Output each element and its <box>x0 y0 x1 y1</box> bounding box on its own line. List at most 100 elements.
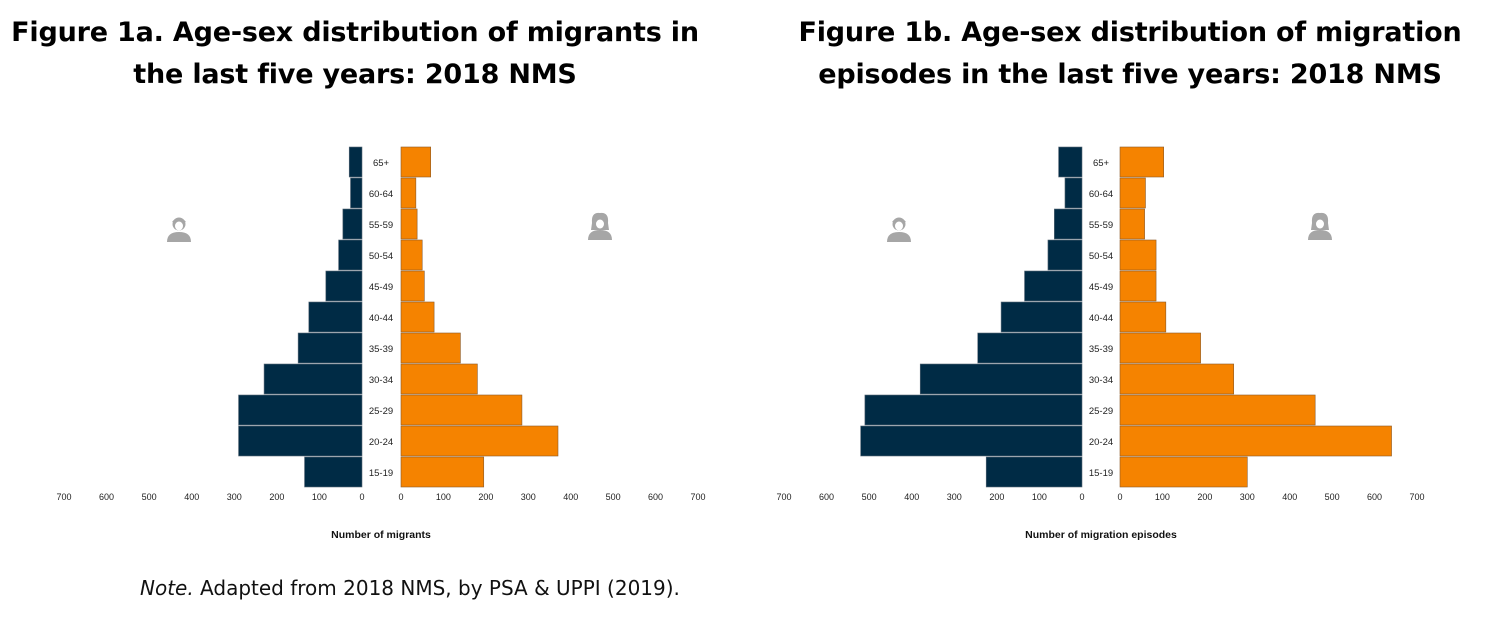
female-bar-30-34 <box>400 363 478 395</box>
female-bar-20-24 <box>400 425 559 457</box>
left-tick-700: 700 <box>776 492 791 502</box>
female-bar-35-39 <box>1119 332 1201 364</box>
age-label-20-24: 20-24 <box>1089 437 1113 448</box>
male-bar-15-19 <box>985 456 1083 488</box>
figure-1b-title: Figure 1b. Age-sex distribution of migra… <box>780 12 1480 96</box>
male-bar-60-64 <box>1064 177 1083 209</box>
age-label-50-54: 50-54 <box>1089 251 1113 262</box>
age-label-50-54: 50-54 <box>369 251 393 262</box>
right-tick-100: 100 <box>1155 492 1170 502</box>
figure-1a-title-line2: the last five years: 2018 NMS <box>133 59 577 90</box>
right-tick-500: 500 <box>606 492 621 502</box>
right-tick-700: 700 <box>1409 492 1424 502</box>
male-bar-65+ <box>1058 146 1083 178</box>
left-tick-0: 0 <box>359 492 364 502</box>
age-label-40-44: 40-44 <box>369 313 393 324</box>
female-bar-45-49 <box>1119 270 1157 302</box>
left-tick-300: 300 <box>227 492 242 502</box>
female-bar-40-44 <box>400 301 435 333</box>
male-bar-45-49 <box>325 270 363 302</box>
male-bar-55-59 <box>342 208 363 240</box>
figure-1b-title-line1: Figure 1b. Age-sex distribution of migra… <box>798 17 1462 48</box>
male-person-icon <box>887 217 911 242</box>
left-tick-700: 700 <box>56 492 71 502</box>
right-tick-400: 400 <box>563 492 578 502</box>
age-label-20-24: 20-24 <box>369 437 393 448</box>
male-bar-30-34 <box>919 363 1083 395</box>
left-tick-200: 200 <box>989 492 1004 502</box>
figure-1b-title-line2: episodes in the last five years: 2018 NM… <box>818 59 1442 90</box>
right-tick-500: 500 <box>1325 492 1340 502</box>
female-bar-40-44 <box>1119 301 1167 333</box>
age-label-30-34: 30-34 <box>369 375 393 386</box>
male-bar-55-59 <box>1054 208 1083 240</box>
male-bar-50-54 <box>338 239 363 271</box>
male-bar-35-39 <box>297 332 363 364</box>
male-bar-30-34 <box>263 363 363 395</box>
right-tick-700: 700 <box>690 492 705 502</box>
female-bar-50-54 <box>400 239 423 271</box>
left-tick-600: 600 <box>819 492 834 502</box>
male-bar-35-39 <box>977 332 1083 364</box>
male-bar-40-44 <box>308 301 363 333</box>
right-tick-400: 400 <box>1282 492 1297 502</box>
male-bar-25-29 <box>864 394 1083 426</box>
female-bar-60-64 <box>400 177 417 209</box>
female-person-icon <box>1308 212 1332 240</box>
left-tick-200: 200 <box>269 492 284 502</box>
female-bar-35-39 <box>400 332 461 364</box>
age-label-15-19: 15-19 <box>1089 468 1113 479</box>
left-tick-100: 100 <box>1032 492 1047 502</box>
age-label-60-64: 60-64 <box>1089 189 1113 200</box>
male-bar-20-24 <box>238 425 363 457</box>
age-label-25-29: 25-29 <box>369 406 393 417</box>
right-tick-0: 0 <box>398 492 403 502</box>
age-label-30-34: 30-34 <box>1089 375 1113 386</box>
age-label-45-49: 45-49 <box>369 282 393 293</box>
female-bar-55-59 <box>400 208 418 240</box>
left-tick-300: 300 <box>947 492 962 502</box>
female-bar-25-29 <box>400 394 523 426</box>
right-tick-600: 600 <box>1367 492 1382 502</box>
note-label: Note. <box>140 576 194 600</box>
figure-1a-title: Figure 1a. Age-sex distribution of migra… <box>0 12 710 96</box>
age-label-25-29: 25-29 <box>1089 406 1113 417</box>
male-person-icon <box>167 217 191 242</box>
age-label-15-19: 15-19 <box>369 468 393 479</box>
male-bar-25-29 <box>238 394 363 426</box>
male-bar-15-19 <box>304 456 363 488</box>
figure-note: Note. Adapted from 2018 NMS, by PSA & UP… <box>140 576 680 600</box>
female-bar-45-49 <box>400 270 425 302</box>
female-bar-65+ <box>400 146 432 178</box>
age-label-55-59: 55-59 <box>369 220 393 231</box>
age-label-55-59: 55-59 <box>1089 220 1113 231</box>
left-tick-500: 500 <box>142 492 157 502</box>
age-label-60-64: 60-64 <box>369 189 393 200</box>
female-bar-55-59 <box>1119 208 1145 240</box>
female-bar-65+ <box>1119 146 1165 178</box>
left-tick-400: 400 <box>904 492 919 502</box>
female-bar-20-24 <box>1119 425 1392 457</box>
female-bar-15-19 <box>400 456 485 488</box>
note-text: Adapted from 2018 NMS, by PSA & UPPI (20… <box>193 576 680 600</box>
age-label-65+: 65+ <box>373 158 390 169</box>
female-bar-60-64 <box>1119 177 1146 209</box>
female-person-icon <box>588 212 612 240</box>
figure-1a-title-line1: Figure 1a. Age-sex distribution of migra… <box>11 17 699 48</box>
left-tick-400: 400 <box>184 492 199 502</box>
age-label-40-44: 40-44 <box>1089 313 1113 324</box>
age-label-35-39: 35-39 <box>369 344 393 355</box>
male-bar-40-44 <box>1000 301 1083 333</box>
female-bar-30-34 <box>1119 363 1235 395</box>
left-tick-100: 100 <box>312 492 327 502</box>
age-label-35-39: 35-39 <box>1089 344 1113 355</box>
male-bar-20-24 <box>860 425 1083 457</box>
left-tick-0: 0 <box>1079 492 1084 502</box>
left-tick-500: 500 <box>862 492 877 502</box>
right-tick-100: 100 <box>436 492 451 502</box>
right-tick-200: 200 <box>1197 492 1212 502</box>
female-bar-25-29 <box>1119 394 1316 426</box>
female-bar-50-54 <box>1119 239 1157 271</box>
male-bar-45-49 <box>1024 270 1083 302</box>
